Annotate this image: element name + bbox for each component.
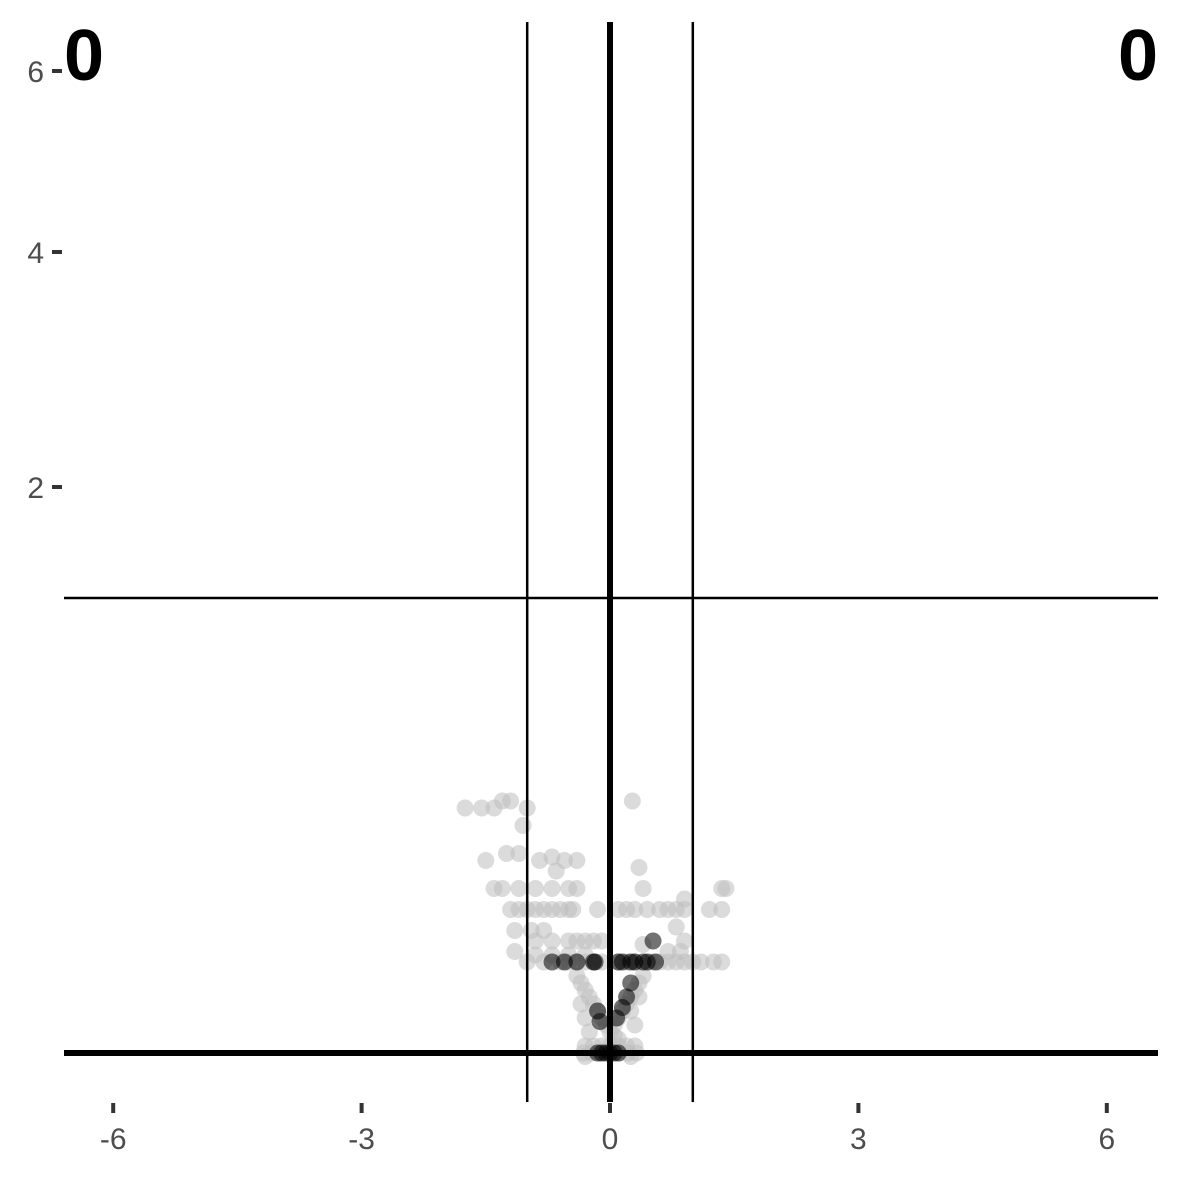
point-not-significant	[576, 1009, 594, 1027]
point-highlighted	[555, 953, 573, 971]
point-not-significant	[713, 901, 731, 918]
point-highlighted	[622, 974, 640, 992]
point-not-significant	[692, 953, 710, 971]
x-tick-label: 3	[850, 1123, 867, 1156]
point-not-significant	[506, 922, 524, 939]
point-not-significant	[543, 932, 561, 950]
point-not-significant	[630, 859, 648, 876]
point-not-significant	[547, 862, 565, 880]
point-highlighted	[647, 953, 665, 971]
y-tick-label: 2	[27, 472, 44, 505]
point-not-significant	[514, 817, 532, 834]
point-highlighted	[543, 953, 561, 971]
point-not-significant	[638, 901, 656, 918]
x-tick-label: 6	[1098, 1123, 1115, 1156]
point-not-significant	[502, 792, 520, 810]
point-not-significant	[526, 880, 544, 897]
point-not-significant	[543, 880, 561, 897]
point-not-significant	[623, 792, 641, 810]
x-tick-label: -6	[100, 1123, 127, 1156]
point-not-significant	[506, 943, 524, 960]
point-not-significant	[700, 901, 718, 918]
point-not-significant	[510, 845, 528, 862]
point-highlighted	[568, 953, 586, 971]
count-label-top-left: 0	[64, 16, 104, 96]
y-tick-label: 6	[27, 56, 44, 89]
point-not-significant	[593, 932, 611, 950]
point-not-significant	[626, 901, 644, 918]
point-not-significant	[564, 901, 582, 918]
point-not-significant	[456, 799, 474, 817]
axes: -6 -3 0 3 6 2 4 6	[27, 56, 1115, 1156]
point-highlighted	[586, 953, 604, 971]
y-tick-label: 4	[27, 237, 44, 270]
point-not-significant	[498, 845, 515, 862]
point-not-significant	[676, 890, 694, 908]
point-not-significant	[667, 918, 685, 936]
x-tick-label: -3	[348, 1123, 375, 1156]
point-not-significant	[526, 932, 544, 950]
point-not-significant	[531, 852, 549, 869]
point-not-significant	[568, 880, 586, 897]
point-not-significant	[510, 880, 528, 897]
point-highlighted	[591, 1013, 609, 1030]
point-not-significant	[713, 953, 731, 971]
point-not-significant	[477, 852, 495, 869]
count-label-top-right: 0	[1118, 16, 1158, 96]
point-not-significant	[713, 880, 731, 897]
point-not-significant	[473, 799, 491, 817]
point-not-significant	[493, 880, 511, 897]
point-not-significant	[580, 1023, 598, 1041]
reference-lines	[64, 22, 1158, 1102]
point-not-significant	[568, 852, 586, 869]
x-tick-label: 0	[602, 1123, 619, 1156]
point-not-significant	[572, 995, 590, 1013]
point-not-significant	[626, 1016, 644, 1034]
point-highlighted	[644, 932, 662, 950]
point-not-significant	[589, 901, 607, 918]
point-not-significant	[634, 880, 652, 897]
point-not-significant	[630, 988, 648, 1006]
